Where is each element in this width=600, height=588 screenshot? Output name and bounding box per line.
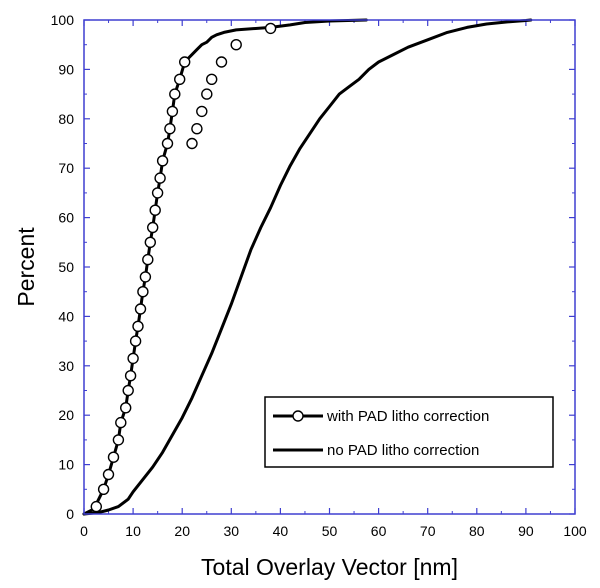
data-point <box>173 73 186 86</box>
y-tick-label: 50 <box>58 259 74 275</box>
x-tick-label: 50 <box>322 523 338 539</box>
data-point <box>196 105 208 118</box>
data-point <box>115 416 127 429</box>
data-point <box>154 172 166 184</box>
data-point <box>146 221 159 234</box>
data-point <box>97 483 110 495</box>
data-point <box>166 105 179 118</box>
x-axis-label: Total Overlay Vector [nm] <box>201 554 458 580</box>
x-tick-label: 70 <box>420 523 436 539</box>
data-point <box>124 370 137 382</box>
data-point <box>191 122 203 135</box>
x-tick-label: 90 <box>518 523 534 539</box>
y-tick-label: 30 <box>58 358 74 374</box>
legend-box <box>264 396 554 468</box>
data-point <box>215 56 228 68</box>
data-point <box>90 500 103 513</box>
data-point <box>142 253 154 266</box>
data-point <box>132 320 144 332</box>
legend-label-no-pad: no PAD litho correction <box>327 442 479 459</box>
data-point <box>161 137 174 150</box>
data-point <box>164 122 176 135</box>
x-tick-label: 100 <box>563 523 587 539</box>
data-point <box>129 335 142 347</box>
data-point <box>119 402 132 414</box>
data-point <box>102 468 115 481</box>
y-tick-label: 100 <box>51 12 75 28</box>
data-point <box>149 204 161 216</box>
data-point <box>112 434 125 446</box>
y-tick-label: 10 <box>58 457 74 473</box>
legend: with PAD litho correction no PAD litho c… <box>264 396 554 468</box>
data-point <box>144 236 157 249</box>
x-tick-label: 60 <box>371 523 387 539</box>
data-point <box>201 88 213 100</box>
legend-label-with-pad: with PAD litho correction <box>326 408 489 425</box>
data-point <box>107 451 120 463</box>
data-point <box>264 22 277 35</box>
x-tick-label: 30 <box>224 523 240 539</box>
y-tick-label: 0 <box>66 506 74 522</box>
data-point <box>169 88 181 100</box>
y-tick-label: 40 <box>58 308 74 324</box>
data-point <box>205 73 218 86</box>
y-tick-label: 90 <box>58 61 74 77</box>
plot-markers <box>90 22 277 513</box>
x-tick-label: 0 <box>80 523 88 539</box>
y-tick-label: 70 <box>58 160 74 176</box>
data-point <box>122 384 134 397</box>
y-tick-label: 20 <box>58 407 74 423</box>
data-point <box>151 187 164 199</box>
data-point <box>134 303 147 315</box>
y-tick-label: 60 <box>58 210 74 226</box>
data-point <box>186 137 198 150</box>
x-tick-labels: 0 10 20 30 40 50 60 70 80 90 100 <box>80 523 587 539</box>
x-tick-label: 40 <box>273 523 289 539</box>
data-point <box>230 39 242 51</box>
x-tick-label: 10 <box>125 523 141 539</box>
legend-marker-with-pad <box>292 410 304 422</box>
data-point <box>137 286 149 298</box>
x-tick-label: 20 <box>174 523 190 539</box>
series-line-1 <box>82 18 533 516</box>
y-axis-label: Percent <box>13 227 39 307</box>
data-point <box>156 155 169 167</box>
data-point <box>127 352 139 365</box>
y-tick-label: 80 <box>58 111 74 127</box>
y-tick-labels: 0 10 20 30 40 50 60 70 80 90 100 <box>51 12 75 522</box>
data-point <box>178 56 191 68</box>
data-point <box>139 271 152 283</box>
plot-frame <box>83 19 576 515</box>
x-tick-label: 80 <box>469 523 485 539</box>
